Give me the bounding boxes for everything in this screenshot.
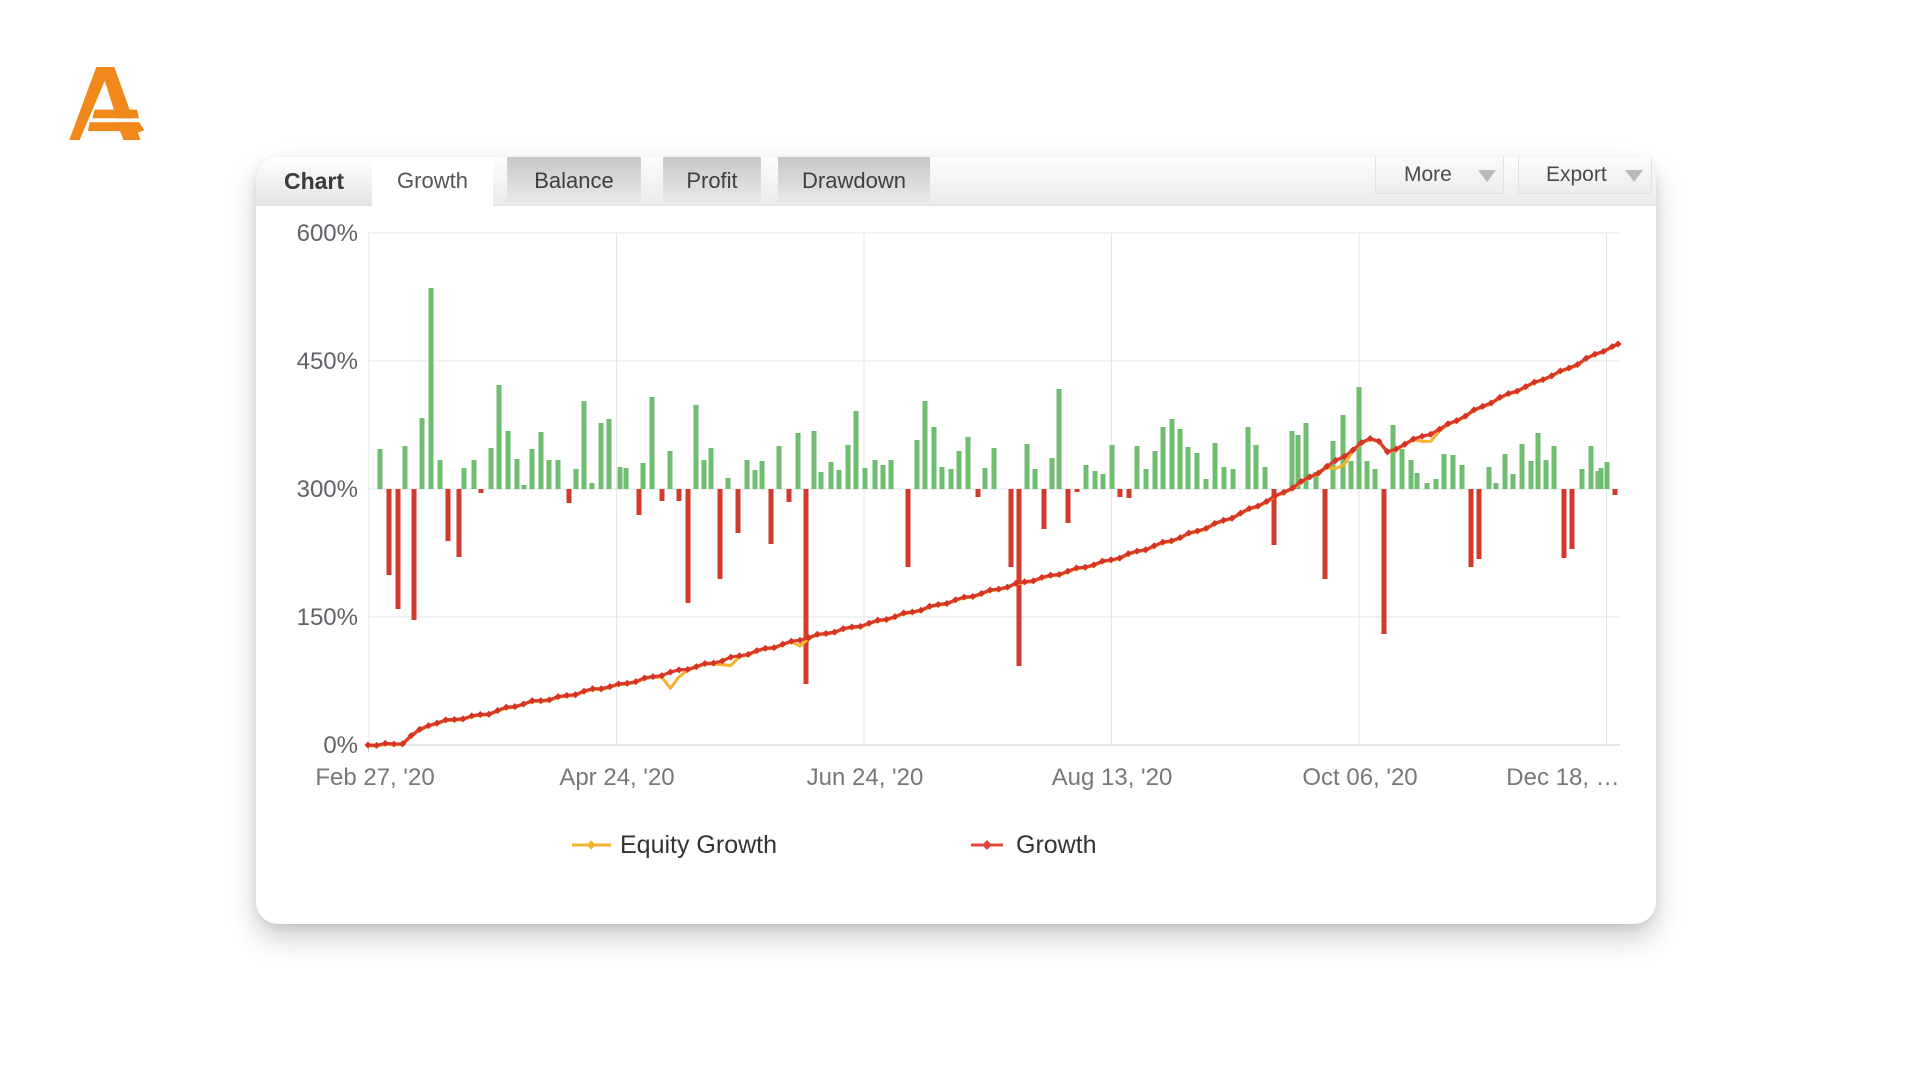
svg-text:Apr 24, '20: Apr 24, '20 (559, 764, 674, 791)
svg-text:Jun 24, '20: Jun 24, '20 (807, 764, 924, 791)
svg-text:0%: 0% (323, 732, 358, 759)
svg-text:Feb 27, '20: Feb 27, '20 (315, 764, 434, 791)
svg-text:600%: 600% (297, 220, 358, 247)
svg-text:Oct 06, '20: Oct 06, '20 (1302, 764, 1417, 791)
svg-text:450%: 450% (297, 348, 358, 375)
svg-text:Equity Growth: Equity Growth (620, 831, 777, 859)
svg-text:Aug 13, '20: Aug 13, '20 (1052, 764, 1173, 791)
svg-text:Dec 18, …: Dec 18, … (1506, 764, 1619, 791)
svg-text:300%: 300% (297, 476, 358, 503)
svg-text:150%: 150% (297, 604, 358, 631)
svg-text:Growth: Growth (1016, 831, 1097, 859)
